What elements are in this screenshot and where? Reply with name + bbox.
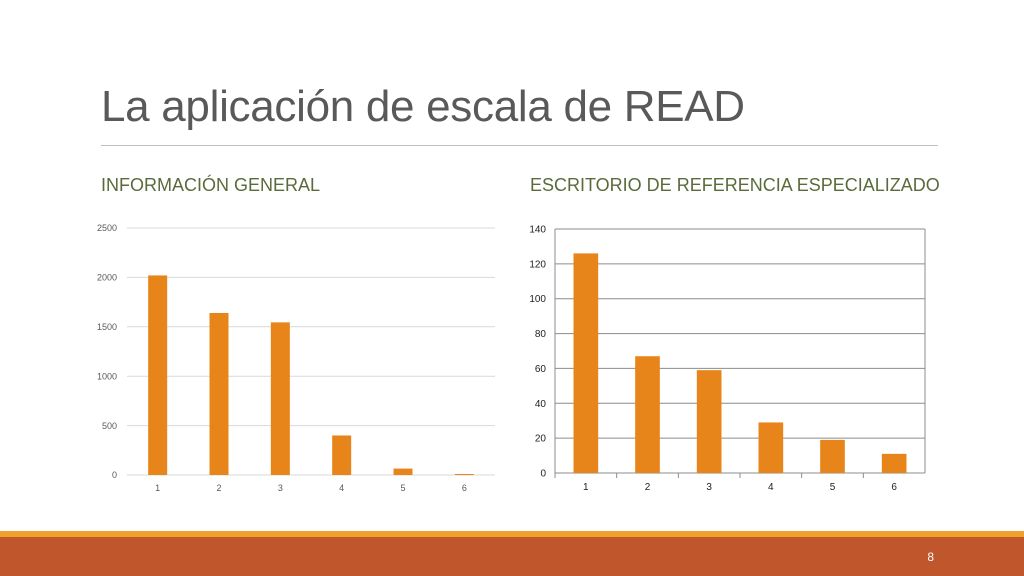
bar <box>332 435 352 475</box>
slide-title: La aplicación de escala de READ <box>101 82 745 131</box>
x-tick-label: 1 <box>155 483 160 493</box>
x-tick-label: 4 <box>339 483 344 493</box>
y-tick-label: 60 <box>535 364 547 375</box>
bar <box>758 422 784 473</box>
bar <box>573 253 599 473</box>
x-tick-label: 1 <box>583 482 589 493</box>
x-tick-label: 2 <box>216 483 221 493</box>
x-tick-label: 5 <box>830 482 836 493</box>
y-tick-label: 500 <box>102 421 117 431</box>
x-tick-label: 2 <box>645 482 651 493</box>
page-number: 8 <box>927 550 934 564</box>
y-tick-label: 0 <box>540 469 546 480</box>
y-tick-label: 1500 <box>97 322 117 332</box>
footer-accent-stripe <box>0 531 1024 537</box>
bar <box>270 322 290 475</box>
bar <box>881 453 907 473</box>
footer-bar <box>0 537 1024 576</box>
y-tick-label: 120 <box>529 259 546 270</box>
bar <box>820 439 845 473</box>
x-tick-label: 3 <box>278 483 283 493</box>
bar-chart-informacion-general: 0 500 1000 1500 2000 2500 1 2 3 4 5 6 <box>97 223 495 493</box>
bar <box>454 474 474 475</box>
bar <box>393 468 413 475</box>
x-tick-label: 6 <box>462 483 467 493</box>
y-tick-label: 140 <box>529 225 546 236</box>
y-tick-label: 0 <box>112 470 117 480</box>
bar <box>696 370 722 473</box>
bar <box>635 356 660 473</box>
y-tick-label: 2000 <box>97 273 117 283</box>
y-tick-label: 100 <box>529 294 546 305</box>
x-tick-label: 4 <box>768 482 774 493</box>
y-tick-label: 80 <box>535 329 547 340</box>
x-tick-label: 5 <box>400 483 405 493</box>
bar <box>148 275 168 475</box>
right-section-heading: ESCRITORIO DE REFERENCIA ESPECIALIZADO <box>530 175 940 195</box>
y-tick-label: 1000 <box>97 371 117 381</box>
x-tick-label: 6 <box>891 482 897 493</box>
title-divider <box>101 145 938 146</box>
bar <box>209 312 229 475</box>
y-tick-label: 40 <box>535 399 547 410</box>
y-tick-label: 20 <box>535 434 547 445</box>
left-section-heading: INFORMACIÓN GENERAL <box>101 175 321 195</box>
bar-chart-escritorio-referencia: 0 20 40 60 80 100 120 140 1 2 3 4 5 6 <box>529 225 926 493</box>
x-tick-label: 3 <box>706 482 712 493</box>
y-tick-label: 2500 <box>97 223 117 233</box>
